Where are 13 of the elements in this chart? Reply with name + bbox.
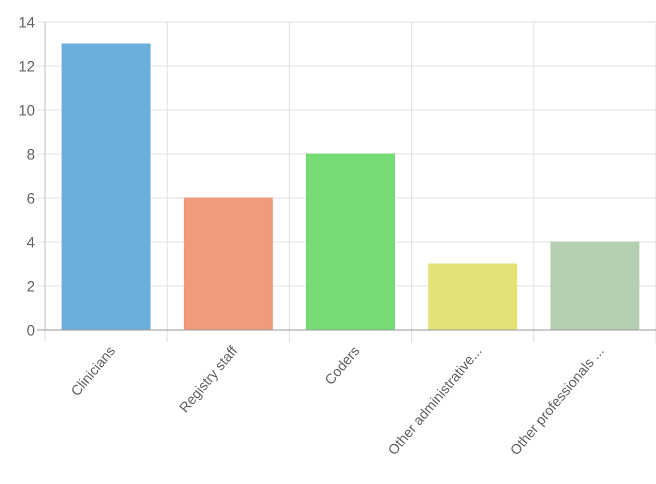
y-tick-label: 10 bbox=[18, 102, 35, 120]
bar bbox=[62, 44, 151, 330]
y-tick-label: 8 bbox=[26, 146, 35, 164]
y-tick-label: 2 bbox=[26, 278, 35, 296]
y-tick-label: 6 bbox=[26, 190, 35, 208]
bar bbox=[184, 198, 273, 330]
bar bbox=[306, 154, 395, 330]
y-tick-label: 14 bbox=[18, 14, 35, 32]
bar bbox=[428, 264, 518, 330]
y-tick-label: 12 bbox=[18, 58, 35, 76]
bar bbox=[550, 242, 640, 330]
y-tick-label: 0 bbox=[26, 322, 35, 340]
y-tick-label: 4 bbox=[26, 234, 35, 252]
